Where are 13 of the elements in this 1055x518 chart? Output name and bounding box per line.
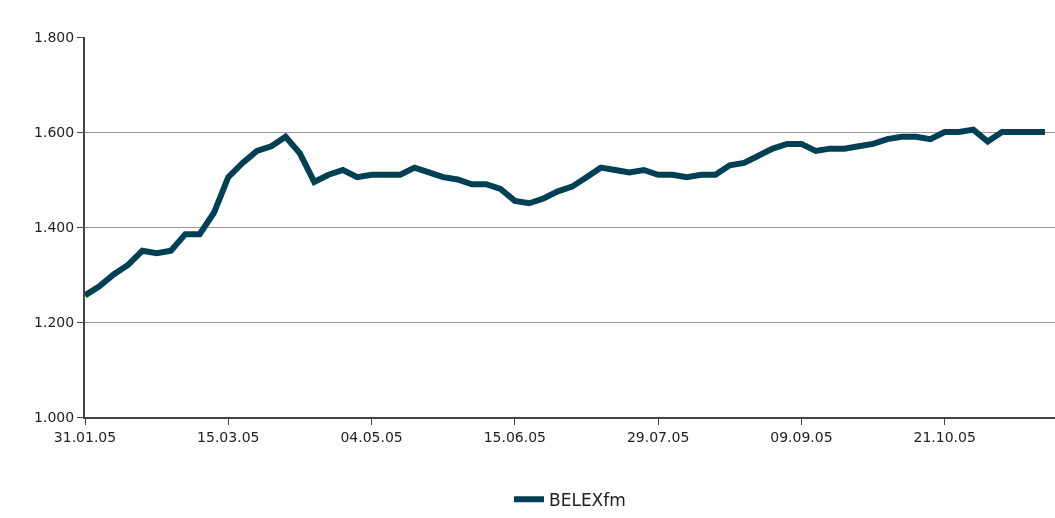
y-tick-label: 1.600 bbox=[34, 123, 75, 140]
x-tick-label: 29.07.05 bbox=[626, 428, 690, 445]
y-tick-label: 1.400 bbox=[34, 218, 75, 235]
legend-label: BELEXfm bbox=[549, 489, 626, 510]
x-tick-label: 15.03.05 bbox=[197, 428, 260, 445]
x-tick-label: 31.01.05 bbox=[53, 428, 117, 445]
x-tick-label: 21.10.05 bbox=[913, 428, 976, 445]
x-tick-label: 04.05.05 bbox=[340, 428, 403, 445]
x-tick-label: 15.06.05 bbox=[483, 428, 547, 445]
y-tick-label: 1.200 bbox=[34, 313, 75, 330]
y-tick-label: 1.000 bbox=[34, 408, 75, 425]
y-tick-label: 1.800 bbox=[34, 28, 75, 45]
x-tick-label: 09.09.05 bbox=[770, 428, 833, 445]
